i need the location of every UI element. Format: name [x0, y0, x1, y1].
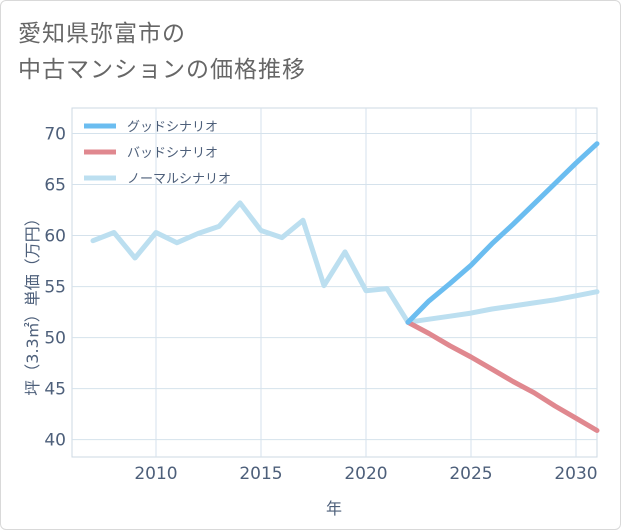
plot-area: [71, 107, 598, 458]
chart-title-line2: 中古マンションの価格推移: [18, 57, 306, 83]
y-tick-label: 55: [44, 278, 66, 298]
y-tick-label: 65: [44, 176, 66, 196]
x-tick-label: 2020: [344, 464, 387, 484]
series-line-good: [405, 141, 600, 325]
chart-title-line1: 愛知県弥富市の: [18, 21, 186, 47]
x-tick-label: 2025: [449, 464, 492, 484]
y-tick-label: 50: [44, 329, 66, 349]
x-tick-label: 2010: [134, 464, 177, 484]
y-tick-label: 60: [44, 227, 66, 247]
series-line-bad: [405, 319, 600, 433]
legend-label: バッドシナリオ: [127, 146, 218, 161]
y-tick-label: 45: [44, 380, 66, 400]
x-tick-label: 2030: [554, 464, 597, 484]
legend-label: ノーマルシナリオ: [127, 172, 231, 187]
chart-title: 愛知県弥富市の 中古マンションの価格推移: [18, 16, 578, 88]
series-lines: [90, 141, 600, 433]
axes: 40 45 50 55 60 65 70 2010 2015 2020 2025 2030: [44, 125, 597, 484]
y-tick-label: 70: [44, 125, 66, 145]
y-axis-title: 坪（3.3㎡）単価（万円）: [23, 210, 42, 395]
x-tick-label: 2015: [239, 464, 282, 484]
series-line-normal: [90, 200, 600, 325]
legend-label: グッドシナリオ: [127, 120, 218, 135]
y-tick-label: 40: [44, 431, 66, 451]
x-axis-title: 年: [326, 499, 342, 518]
